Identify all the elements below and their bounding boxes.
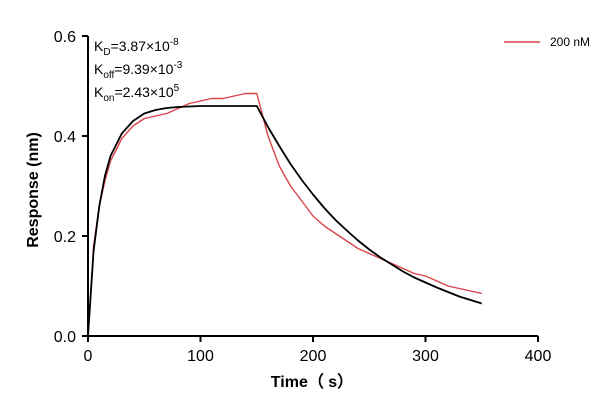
legend: 200 nM — [504, 35, 590, 49]
x-tick-label: 400 — [525, 348, 552, 365]
x-tick-label: 0 — [84, 348, 93, 365]
fit-curve-line — [87, 105, 483, 337]
x-tick-label: 300 — [412, 348, 439, 365]
y-ticks: 0.0 0.2 0.4 0.6 — [54, 29, 88, 346]
series-200nm-line — [87, 92, 482, 337]
x-axis-title: Time（ s） — [271, 373, 353, 391]
y-tick-label: 0.6 — [54, 29, 76, 46]
x-ticks: 0 100 200 300 400 — [84, 336, 552, 365]
y-tick-label: 0.2 — [54, 229, 76, 246]
kinetic-constant: Koff=9.39×10-3 — [94, 60, 183, 81]
x-tick-label: 200 — [300, 348, 327, 365]
kinetic-constant: Kon=2.43×105 — [94, 83, 180, 104]
legend-label-200nm: 200 nM — [550, 35, 590, 49]
y-axis-title: Response (nm) — [25, 132, 42, 248]
series-layer — [87, 92, 483, 337]
y-tick-label: 0.0 — [54, 329, 76, 346]
kinetic-constant: KD=3.87×10-8 — [94, 37, 179, 58]
y-tick-label: 0.4 — [54, 129, 76, 146]
x-tick-label: 100 — [187, 348, 214, 365]
